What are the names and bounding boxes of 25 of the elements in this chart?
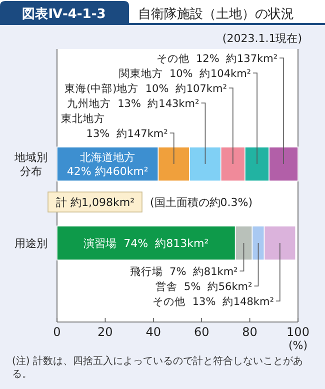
x-tick-label: 60 — [194, 325, 210, 339]
x-tick-label: 100 — [286, 325, 310, 339]
data-label: 東北地方 13% 約147km² — [61, 112, 168, 140]
data-label: 東海(中部)地方 10% 約107km² — [64, 82, 227, 95]
data-label: 飛行場 7% 約81km² — [130, 266, 238, 278]
text: (注) 計数は、四捨五入によっているので計と符合しないことがある。 — [12, 355, 303, 380]
x-tick-label: 40 — [146, 325, 162, 339]
chart-subtitle: 自衛隊施設（土地）の状況 — [138, 7, 294, 22]
y-tick-label: 用途別 — [14, 237, 48, 250]
data-label: 関東地方 10% 約104km² — [118, 67, 252, 80]
annotation: (国土面積の約0.3%) — [150, 196, 253, 209]
data-label: 演習場 74% 約813km² — [84, 237, 209, 250]
data-label: 営舎 5% 約56km² — [155, 280, 252, 293]
data-label: 九州地方 13% 約143km² — [66, 97, 200, 110]
data-label: 北海道地方 42% 約460km² — [66, 151, 148, 178]
data-label: その他 12% 約137km² — [156, 53, 278, 65]
x-tick-label: 20 — [98, 325, 113, 339]
annotation: 計 約1,098km² — [56, 196, 134, 209]
text: (2023.1.1現在) — [222, 32, 302, 45]
x-tick-label: 80 — [242, 325, 258, 339]
y-tick-label: 地域別分布 — [14, 151, 48, 178]
x-axis-title: (%) — [288, 339, 308, 352]
data-label: その他 13% 約148km² — [152, 296, 274, 308]
chart-title: 図表Ⅳ-4-1-3 — [22, 7, 106, 22]
x-tick-label: 0 — [53, 325, 61, 339]
